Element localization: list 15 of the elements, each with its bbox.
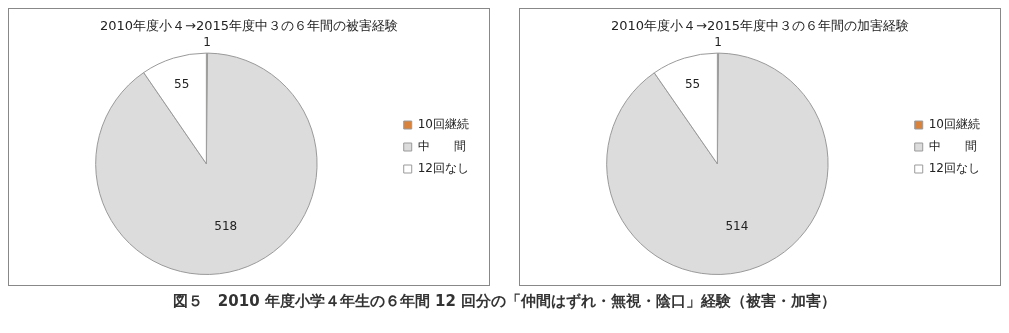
data-label: 1 (714, 35, 722, 50)
chart-title: 2010年度小４→2015年度中３の６年間の被害経験 (99, 18, 399, 34)
caption: 図５ 2010 年度小学４年生の６年間 12 回分の「仲間はずれ・無視・陰口」経験（被害・加害） (171, 292, 838, 311)
data-label: 514 (725, 219, 749, 234)
legend-label: 12回なし (417, 161, 470, 176)
data-label: 55 (684, 76, 701, 91)
legend-label: 10回継続 (928, 117, 981, 132)
data-label: 55 (174, 76, 190, 91)
legend-label: 中 間 (417, 139, 466, 154)
data-label: 518 (214, 219, 238, 234)
chart-title: 2010年度小４→2015年度中３の６年間の加害経験 (610, 18, 910, 34)
legend-label: 中 間 (928, 139, 977, 154)
data-label: 1 (203, 35, 211, 50)
legend-label: 10回継続 (417, 117, 470, 132)
legend-label: 12回なし (928, 161, 981, 176)
